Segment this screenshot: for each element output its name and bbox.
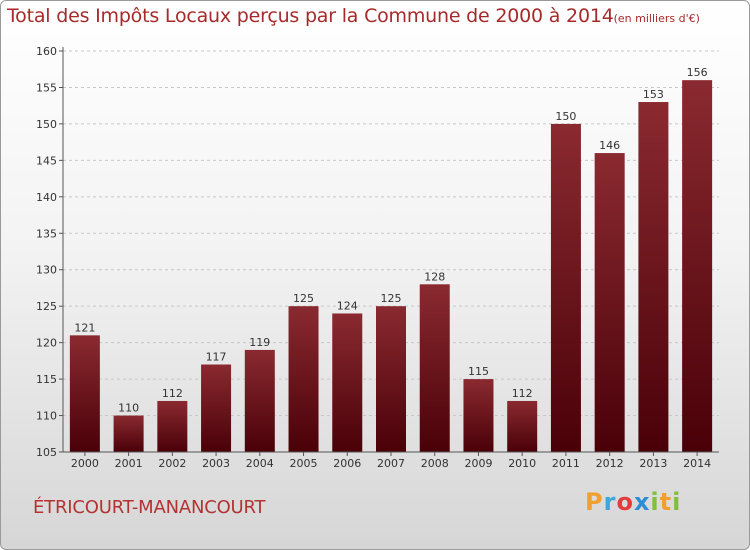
x-tick-label: 2007 <box>377 457 405 470</box>
data-label: 121 <box>74 321 95 334</box>
chart-title-row: Total des Impôts Locaux perçus par la Co… <box>7 5 700 27</box>
bar-2014 <box>682 80 713 452</box>
x-tick-label: 2013 <box>639 457 667 470</box>
axes-group: 105 110 115 120 125 130 135 140 145 150 155 160 2000… <box>36 45 719 470</box>
bar-2005 <box>288 306 319 452</box>
data-label: 128 <box>424 270 445 283</box>
data-label: 112 <box>512 387 533 400</box>
y-tick-label: 145 <box>36 154 57 167</box>
y-tick-label: 135 <box>36 227 57 240</box>
x-tick-label: 2012 <box>596 457 624 470</box>
proxiti-logo: Proxiti <box>585 488 682 516</box>
bar-2010 <box>507 400 538 452</box>
y-tick-label: 110 <box>36 410 57 423</box>
bar-2000 <box>69 335 100 452</box>
bar-2008 <box>419 284 450 452</box>
bar-2013 <box>638 102 669 452</box>
chart-title: Total des Impôts Locaux perçus par la Co… <box>7 5 614 27</box>
bar-2012 <box>594 153 625 452</box>
x-tick-label: 2011 <box>552 457 580 470</box>
x-tick-label: 2004 <box>246 457 274 470</box>
x-tick-label: 2008 <box>421 457 449 470</box>
data-label: 117 <box>206 351 227 364</box>
commune-name: ÉTRICOURT-MANANCOURT <box>33 497 266 518</box>
bar-2006 <box>332 313 363 452</box>
bars-group: 121 110 112 117 119 125 124 125 128 115 112 150 146 1… <box>69 66 713 452</box>
chart-unit: (en milliers d'€) <box>613 12 700 25</box>
data-label: 153 <box>643 88 664 101</box>
x-tick-label: 2002 <box>158 457 186 470</box>
data-label: 115 <box>468 365 489 378</box>
x-tick-label: 2009 <box>464 457 492 470</box>
bar-2011 <box>550 123 581 452</box>
data-label: 150 <box>555 110 576 123</box>
y-tick-label: 120 <box>36 337 57 350</box>
y-tick-label: 130 <box>36 264 57 277</box>
bar-2002 <box>157 400 188 452</box>
y-tick-label: 155 <box>36 81 57 94</box>
bar-2004 <box>244 349 275 452</box>
x-tick-label: 2014 <box>683 457 711 470</box>
data-label: 125 <box>293 292 314 305</box>
y-tick-label: 125 <box>36 300 57 313</box>
x-tick-label: 2001 <box>115 457 143 470</box>
data-label: 125 <box>381 292 402 305</box>
x-tick-label: 2000 <box>71 457 99 470</box>
y-tick-label: 160 <box>36 45 57 58</box>
bar-2009 <box>463 379 494 452</box>
data-label: 146 <box>599 139 620 152</box>
y-tick-label: 150 <box>36 118 57 131</box>
bar-2007 <box>376 306 406 452</box>
x-tick-label: 2003 <box>202 457 230 470</box>
y-tick-label: 105 <box>36 446 57 459</box>
y-tick-label: 115 <box>36 373 57 386</box>
data-label: 112 <box>162 387 183 400</box>
bar-2001 <box>113 415 144 452</box>
data-label: 119 <box>249 336 270 349</box>
x-tick-label: 2010 <box>508 457 536 470</box>
data-label: 156 <box>687 66 708 79</box>
y-tick-label: 140 <box>36 191 57 204</box>
data-label: 124 <box>337 299 358 312</box>
x-tick-label: 2005 <box>290 457 318 470</box>
bar-2003 <box>201 364 232 452</box>
data-label: 110 <box>118 402 139 415</box>
x-tick-label: 2006 <box>333 457 361 470</box>
